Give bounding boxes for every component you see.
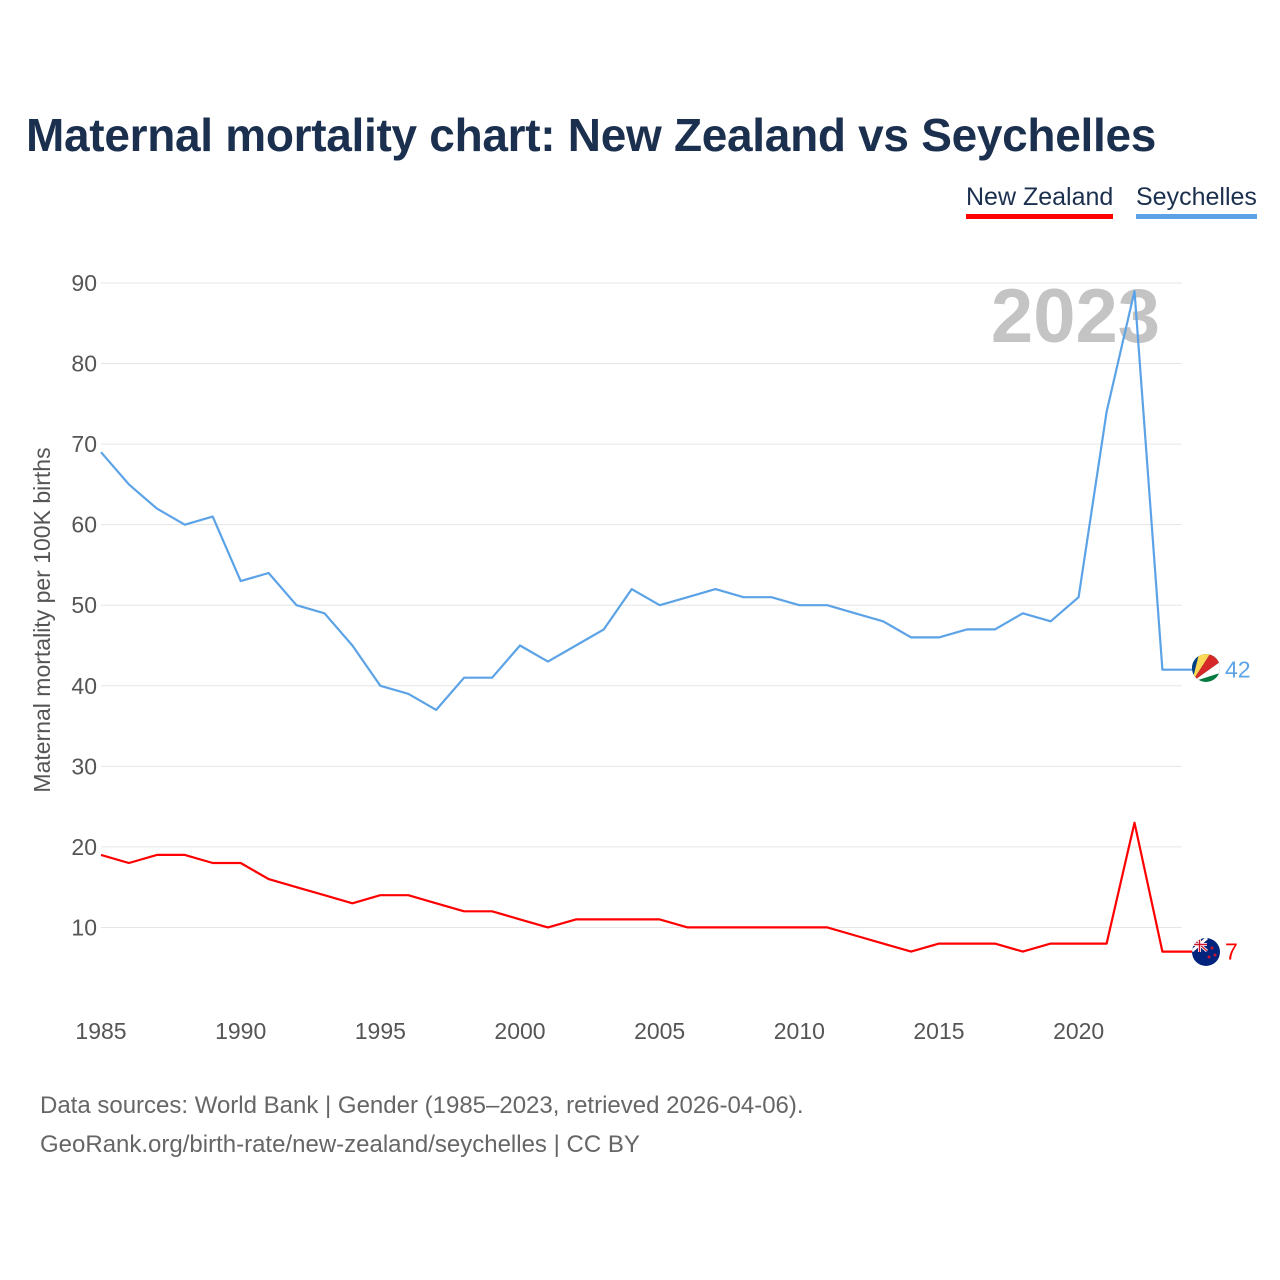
y-tick-label-60: 60 — [71, 512, 97, 538]
y-axis-ticks: 10 20 30 40 50 60 70 80 90 — [71, 270, 97, 940]
x-tick-label-2015: 2015 — [913, 1018, 964, 1044]
x-tick-label-2020: 2020 — [1053, 1018, 1104, 1044]
y-tick-label-10: 10 — [71, 914, 97, 940]
data-sources-text: Data sources: World Bank | Gender (1985–… — [40, 1092, 804, 1119]
y-tick-label-80: 80 — [71, 351, 97, 377]
x-tick-label-2000: 2000 — [494, 1018, 545, 1044]
y-tick-label-50: 50 — [71, 592, 97, 618]
series-line-seychelles — [100, 290, 1206, 712]
footer: Data sources: World Bank | Gender (1985–… — [40, 1086, 804, 1164]
x-tick-label-2010: 2010 — [774, 1018, 825, 1044]
x-tick-label-2005: 2005 — [634, 1018, 685, 1044]
end-value-label-seychelles: 42 — [1225, 657, 1251, 683]
end-value-label-new-zealand: 7 — [1225, 939, 1238, 965]
x-tick-label-1995: 1995 — [355, 1018, 406, 1044]
seychelles-flag-icon — [1192, 654, 1220, 682]
legend-item-new-zealand[interactable]: New Zealand — [966, 183, 1114, 219]
x-axis-ticks: 1985 1990 1995 2000 2005 2010 2015 2020 — [75, 1018, 1104, 1044]
gridlines — [101, 282, 1182, 928]
y-tick-label-90: 90 — [71, 270, 97, 296]
y-axis-label: Maternal mortality per 100K births — [29, 447, 55, 792]
new-zealand-flag-icon — [1192, 938, 1220, 966]
y-tick-label-30: 30 — [71, 753, 97, 779]
y-tick-label-20: 20 — [71, 834, 97, 860]
chart-title: Maternal mortality chart: New Zealand vs… — [26, 109, 1157, 161]
series-layer: 7 42 — [100, 290, 1251, 965]
attribution-link[interactable]: GeoRank.org/birth-rate/new-zealand/seych… — [40, 1131, 640, 1158]
x-tick-label-1985: 1985 — [75, 1018, 126, 1044]
x-tick-label-1990: 1990 — [215, 1018, 266, 1044]
series-line-new-zealand — [100, 821, 1206, 953]
legend-item-seychelles[interactable]: Seychelles — [1136, 183, 1257, 219]
y-tick-label-40: 40 — [71, 673, 97, 699]
y-tick-label-70: 70 — [71, 431, 97, 457]
year-watermark: 2023 — [991, 274, 1160, 359]
